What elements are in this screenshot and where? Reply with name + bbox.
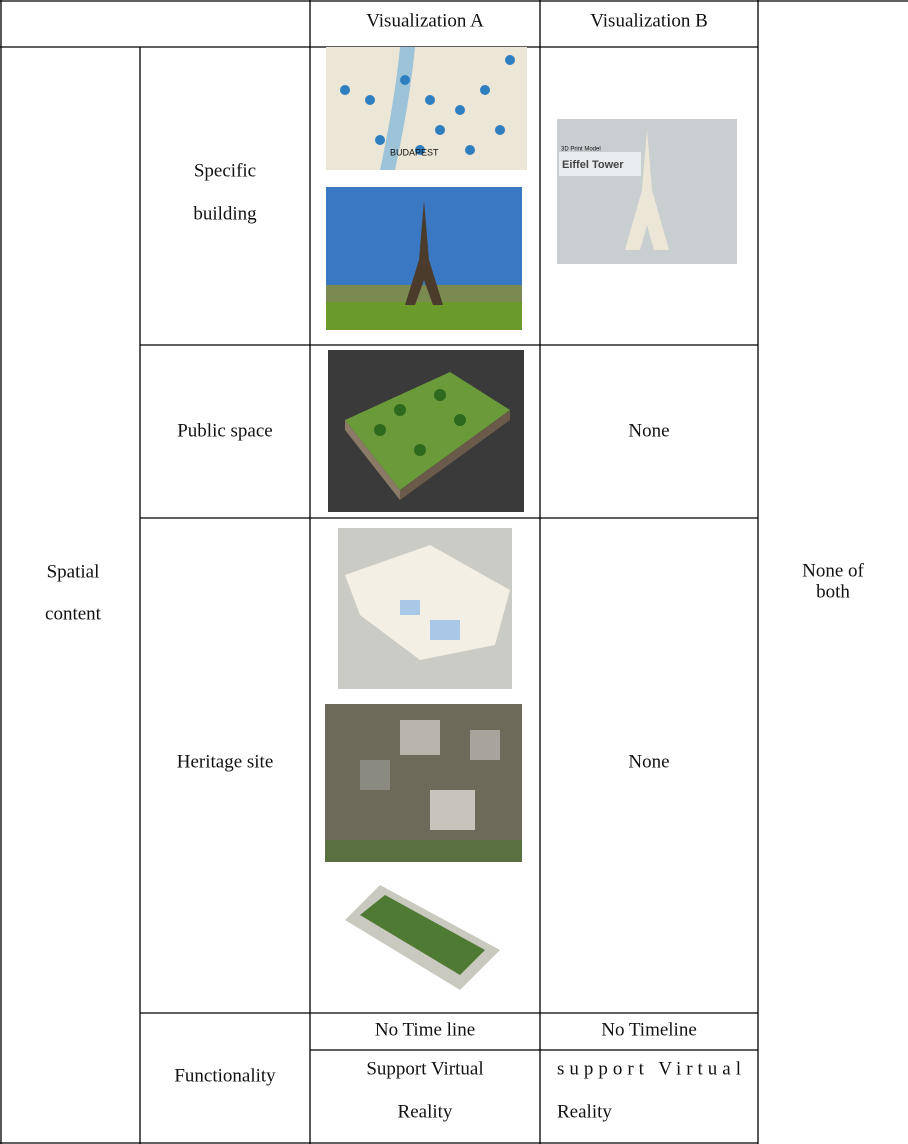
column-header: Visualization A — [366, 10, 484, 31]
cell-text: Support Virtual — [366, 1058, 483, 1079]
map-label: BUDAPEST — [390, 147, 439, 157]
cell-text: None — [628, 420, 669, 441]
row-label: building — [193, 203, 257, 224]
public-space-image — [328, 350, 524, 512]
render-image — [325, 877, 522, 992]
group-value: None of — [802, 560, 864, 581]
eiffel-photo — [326, 187, 522, 330]
cell-text: No Time line — [375, 1019, 475, 1040]
cell-text: Reality — [557, 1101, 612, 1122]
group-label: Spatial — [47, 561, 100, 582]
map-image: BUDAPEST — [326, 47, 527, 170]
row-label: Heritage site — [177, 751, 274, 772]
heritage-map-image — [338, 528, 512, 689]
row-label: Specific — [194, 160, 256, 181]
cell-text: None — [628, 751, 669, 772]
group-label: content — [45, 603, 102, 624]
image-title: Eiffel Tower — [562, 159, 624, 171]
cell-text: No Timeline — [601, 1019, 697, 1040]
eiffel-model-image: 3D Print Model Eiffel Tower — [557, 119, 737, 264]
row-label: Functionality — [174, 1065, 276, 1086]
aerial-photo — [325, 704, 522, 862]
cell-text: support Virtual — [557, 1058, 741, 1079]
row-label: Public space — [177, 420, 273, 441]
column-header: Visualization B — [590, 10, 708, 31]
cell-text: Reality — [398, 1101, 453, 1122]
image-caption: 3D Print Model — [561, 147, 601, 153]
group-value: both — [816, 581, 850, 602]
